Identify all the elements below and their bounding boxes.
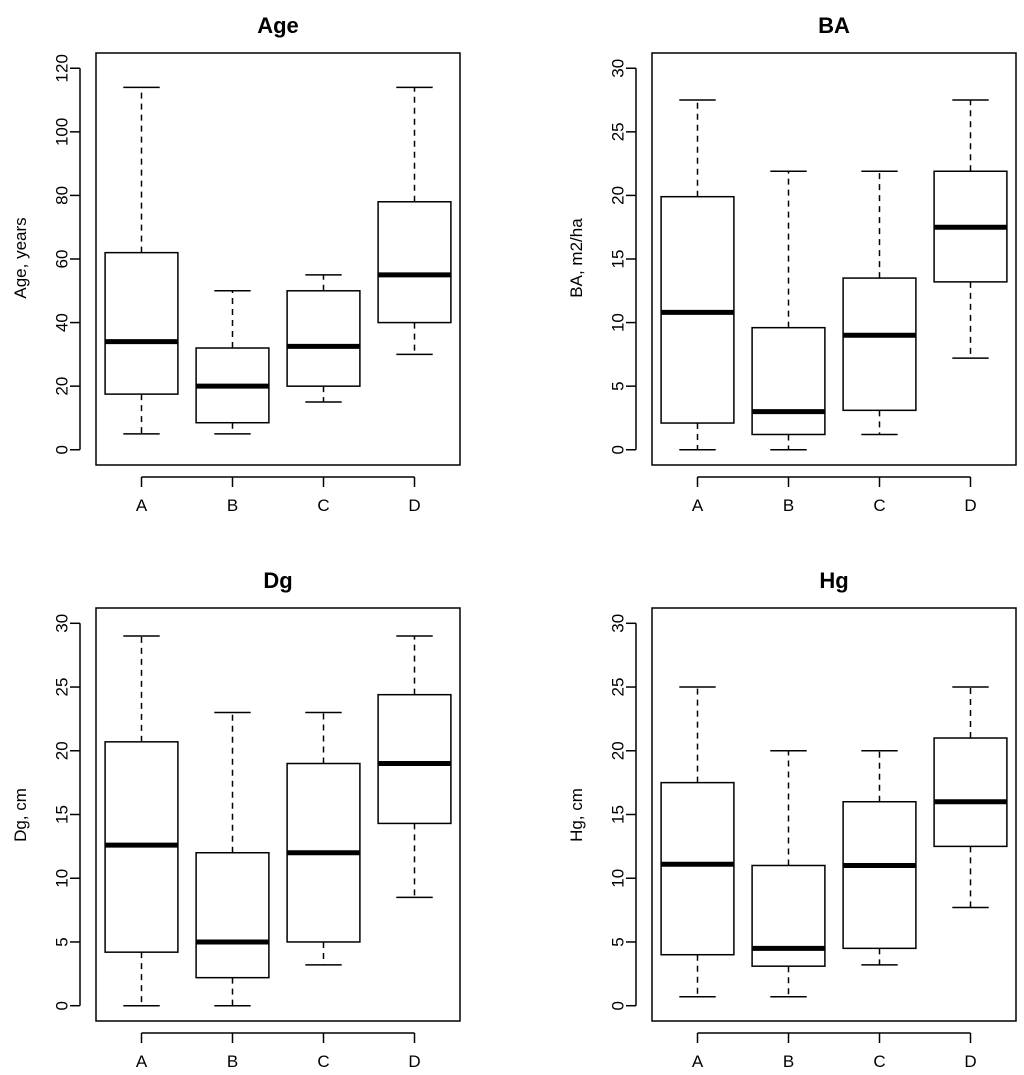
iqr-box [751,326,826,436]
y-tick-label: 0 [609,1001,628,1010]
y-tick-label: 25 [609,678,628,697]
y-tick-label: 5 [609,381,628,390]
box-b [751,750,826,998]
y-tick-label: 20 [609,186,628,205]
panel-hg: Hg Hg, cm 0 5 10 15 20 25 30 A B C D [567,568,1017,1071]
chart-title: Hg [819,568,848,593]
y-tick-label: 15 [53,805,72,824]
y-tick-label: 0 [53,445,72,454]
box-a [660,99,735,451]
iqr-box [933,737,1008,848]
iqr-box [660,781,735,956]
plot-frame [651,52,1017,466]
x-tick-label: C [317,1052,329,1071]
panel-age: Age Age, years 0 20 40 60 80 100 120 A B C D [11,13,461,515]
y-tick-label: 10 [53,869,72,888]
y-tick-label: 30 [609,59,628,78]
y-tick-label: 5 [609,937,628,946]
y-axis-label: Dg, cm [11,788,30,842]
chart-title: Dg [263,568,292,593]
y-tick-label: 60 [53,250,72,269]
y-tick-label: 10 [609,313,628,332]
x-tick-label: B [227,1052,238,1071]
y-tick-label: 25 [53,678,72,697]
box-c [286,274,361,403]
iqr-box [751,864,826,967]
plot-frame [651,607,1017,1022]
x-tick-label: A [692,496,704,515]
x-tick-label: B [783,496,794,515]
iqr-box [195,851,270,979]
x-tick-label: A [692,1052,704,1071]
iqr-box [286,290,361,387]
iqr-box [842,277,917,412]
box-d [933,686,1008,909]
x-tick-label: C [873,496,885,515]
box-d [377,86,452,356]
box-a [104,635,179,1007]
y-tick-label: 80 [53,186,72,205]
y-tick-label: 40 [53,313,72,332]
iqr-box [377,693,452,825]
box-d [933,99,1008,359]
iqr-box [377,201,452,324]
box-a [660,686,735,998]
box-c [286,711,361,966]
x-tick-label: D [964,496,976,515]
x-tick-label: B [227,496,238,515]
plot-frame [95,607,461,1022]
x-tick-label: D [408,1052,420,1071]
y-tick-label: 20 [53,377,72,396]
iqr-box [842,801,917,950]
box-b [195,711,270,1007]
iqr-box [104,251,179,395]
y-tick-label: 30 [609,614,628,633]
y-tick-label: 30 [53,614,72,633]
box-c [842,170,917,436]
box-b [751,170,826,451]
x-tick-label: A [136,1052,148,1071]
y-tick-label: 100 [53,118,72,146]
panel-dg: Dg Dg, cm 0 5 10 15 20 25 30 A B C D [11,568,461,1071]
chart-title: Age [257,13,299,38]
y-tick-label: 5 [53,937,72,946]
x-tick-label: D [408,496,420,515]
y-tick-label: 15 [609,250,628,269]
y-tick-label: 15 [609,805,628,824]
box-d [377,635,452,899]
x-tick-label: B [783,1052,794,1071]
y-tick-label: 0 [609,445,628,454]
y-tick-label: 0 [53,1001,72,1010]
x-tick-label: C [317,496,329,515]
y-axis-label: Age, years [11,217,30,298]
x-tick-label: A [136,496,148,515]
y-tick-label: 20 [53,741,72,760]
box-a [104,86,179,435]
y-axis-label: Hg, cm [567,788,586,842]
iqr-box [660,195,735,424]
y-tick-label: 120 [53,54,72,82]
y-tick-label: 25 [609,122,628,141]
panel-ba: BA BA, m2/ha 0 5 10 15 20 25 30 A B C D [567,13,1017,515]
box-b [195,290,270,435]
plot-frame [95,52,461,466]
y-tick-label: 10 [609,869,628,888]
x-tick-label: C [873,1052,885,1071]
box-c [842,750,917,966]
chart-title: BA [818,13,850,38]
y-axis-label: BA, m2/ha [567,218,586,298]
x-tick-label: D [964,1052,976,1071]
y-tick-label: 20 [609,741,628,760]
